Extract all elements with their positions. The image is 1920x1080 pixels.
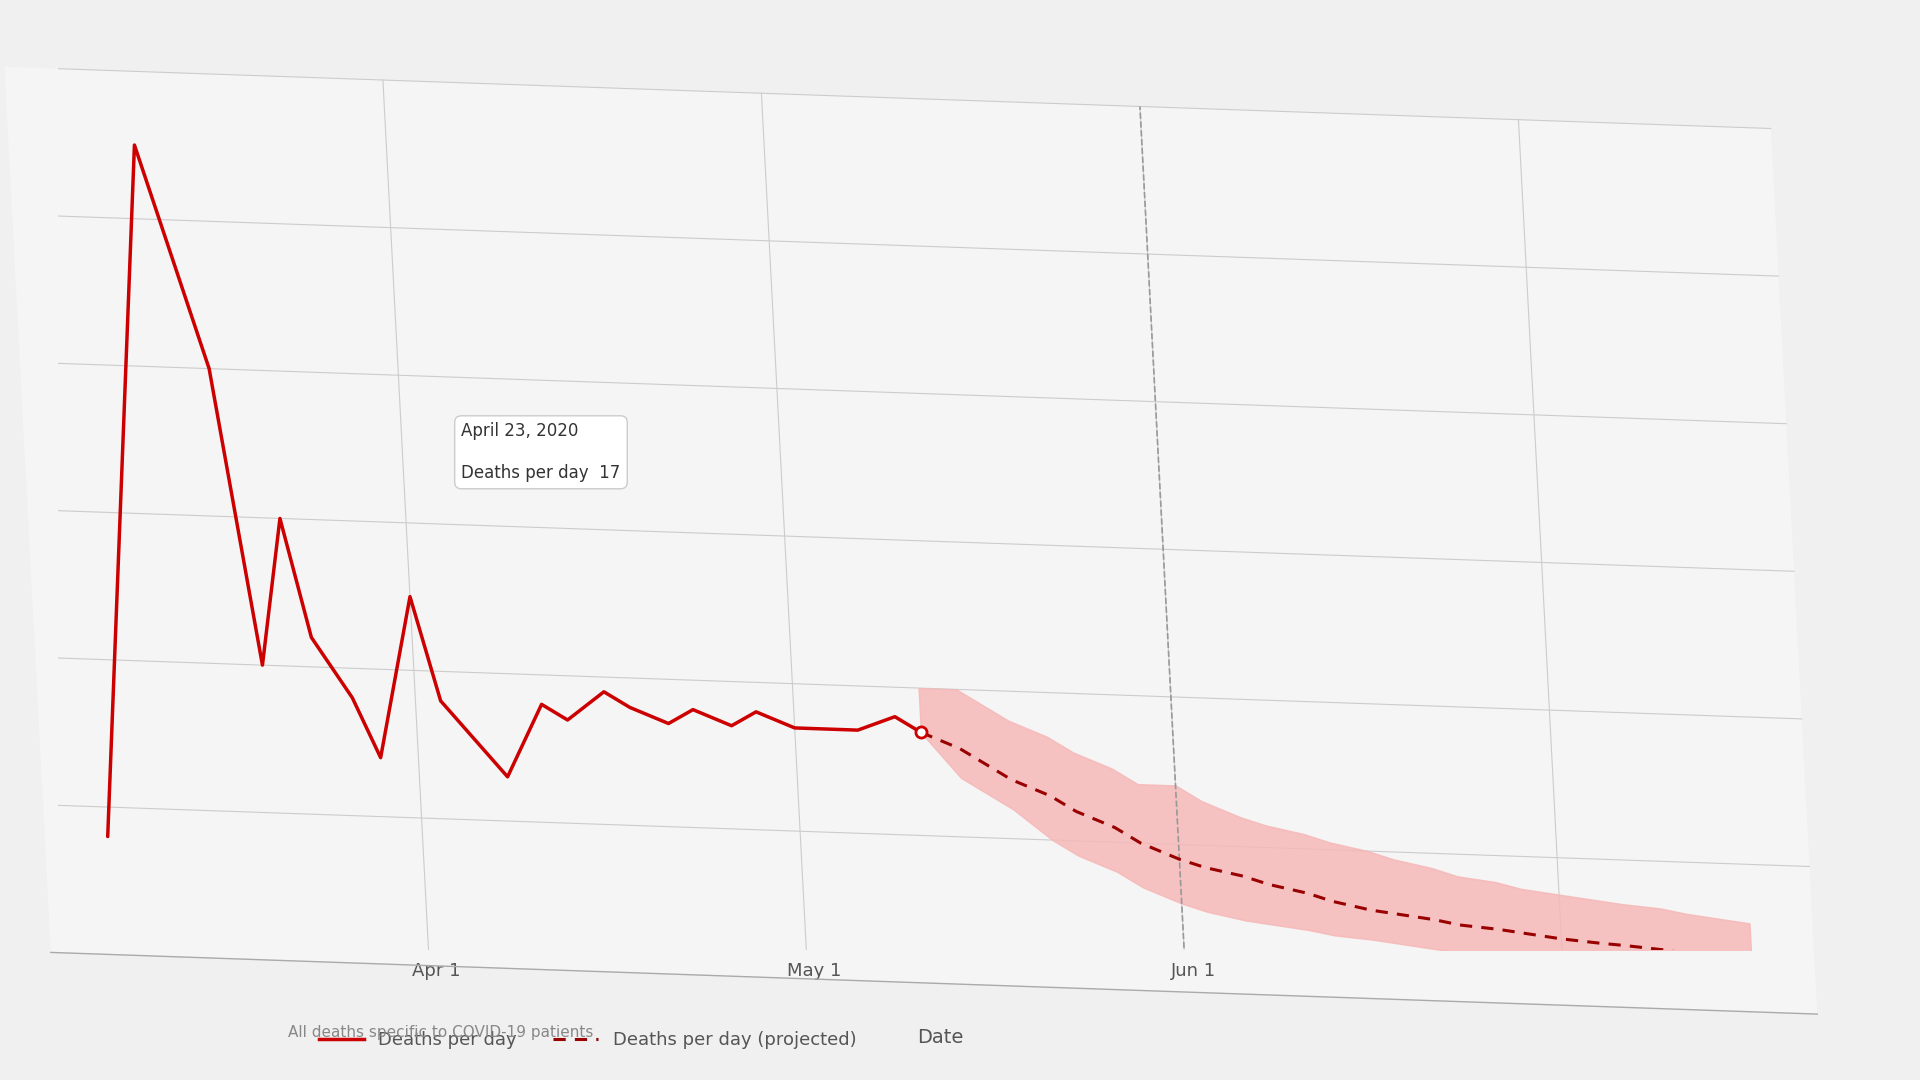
- X-axis label: Date: Date: [918, 1028, 964, 1047]
- Text: All deaths specific to COVID-19 patients: All deaths specific to COVID-19 patients: [288, 1025, 593, 1040]
- Legend: Deaths per day, Deaths per day (projected): Deaths per day, Deaths per day (projecte…: [311, 1024, 864, 1056]
- Text: April 23, 2020

Deaths per day  17: April 23, 2020 Deaths per day 17: [461, 422, 620, 482]
